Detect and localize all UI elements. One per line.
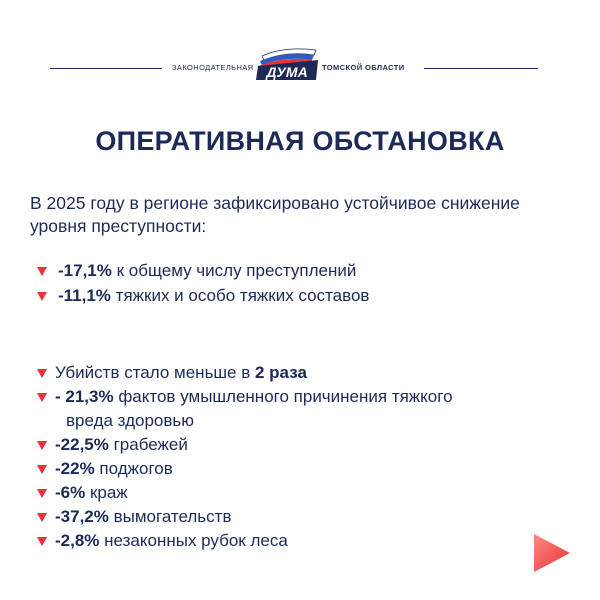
stat-value: 2 раза <box>255 363 307 382</box>
red-down-triangle-icon <box>37 465 47 474</box>
stat-text: Убийств стало меньше в <box>55 363 255 382</box>
stat-value: -6% <box>55 483 86 502</box>
list-item: -22% поджогов <box>55 459 173 479</box>
next-arrow-icon[interactable] <box>532 532 572 574</box>
list-item: -6% краж <box>55 483 128 503</box>
stat-text: грабежей <box>108 435 188 454</box>
stat-value: -22% <box>55 459 95 478</box>
stat-value: -22,5% <box>55 435 109 454</box>
page-title: ОПЕРАТИВНАЯ ОБСТАНОВКА <box>95 126 505 156</box>
header-line-right <box>424 68 538 69</box>
intro-text: В 2025 году в регионе зафиксировано усто… <box>30 193 520 236</box>
list-item: -22,5% грабежей <box>55 435 188 455</box>
stat-value: -11,1% <box>58 286 111 305</box>
red-down-triangle-icon <box>37 267 47 276</box>
header-left-text: ЗАКОНОДАТЕЛЬНАЯ <box>172 63 254 72</box>
header-line-left <box>50 68 162 69</box>
list-item: -11,1% тяжких и особо тяжких составов <box>58 286 369 306</box>
list-item: Убийств стало меньше в 2 раза <box>55 363 307 383</box>
logo-text: ДУМА <box>265 64 307 80</box>
stat-text: краж <box>85 483 128 502</box>
stat-value: -2,8% <box>55 531 100 550</box>
stat-text: вымогательств <box>108 507 232 526</box>
stat-value: -37,2% <box>55 507 109 526</box>
red-down-triangle-icon <box>37 369 47 378</box>
red-down-triangle-icon <box>37 537 47 546</box>
red-down-triangle-icon <box>37 393 47 402</box>
header: ЗАКОНОДАТЕЛЬНАЯ ДУМА ТОМСКОЙ ОБЛАСТИ <box>0 46 600 86</box>
stat-text: поджогов <box>94 459 173 478</box>
list-item: -17,1% к общему числу преступлений <box>58 261 356 281</box>
stat-text: незаконных рубок леса <box>99 531 288 550</box>
stat-text: к общему числу преступлений <box>111 261 357 280</box>
list-item-continuation: вреда здоровью <box>66 411 195 430</box>
list-item: - 21,3% фактов умышленного причинения тя… <box>55 387 453 407</box>
list-item: -2,8% незаконных рубок леса <box>55 531 288 551</box>
stat-text: тяжких и особо тяжких составов <box>110 286 370 305</box>
header-right-text: ТОМСКОЙ ОБЛАСТИ <box>322 63 405 72</box>
stat-value: -17,1% <box>58 261 112 280</box>
list-item: -37,2% вымогательств <box>55 507 231 527</box>
stat-value: - 21,3% <box>55 387 114 406</box>
red-down-triangle-icon <box>37 441 47 450</box>
duma-logo: ДУМА <box>256 48 318 80</box>
stat-text: фактов умышленного причинения тяжкого <box>113 387 453 406</box>
red-down-triangle-icon <box>37 513 47 522</box>
red-down-triangle-icon <box>37 489 47 498</box>
red-down-triangle-icon <box>37 292 47 301</box>
